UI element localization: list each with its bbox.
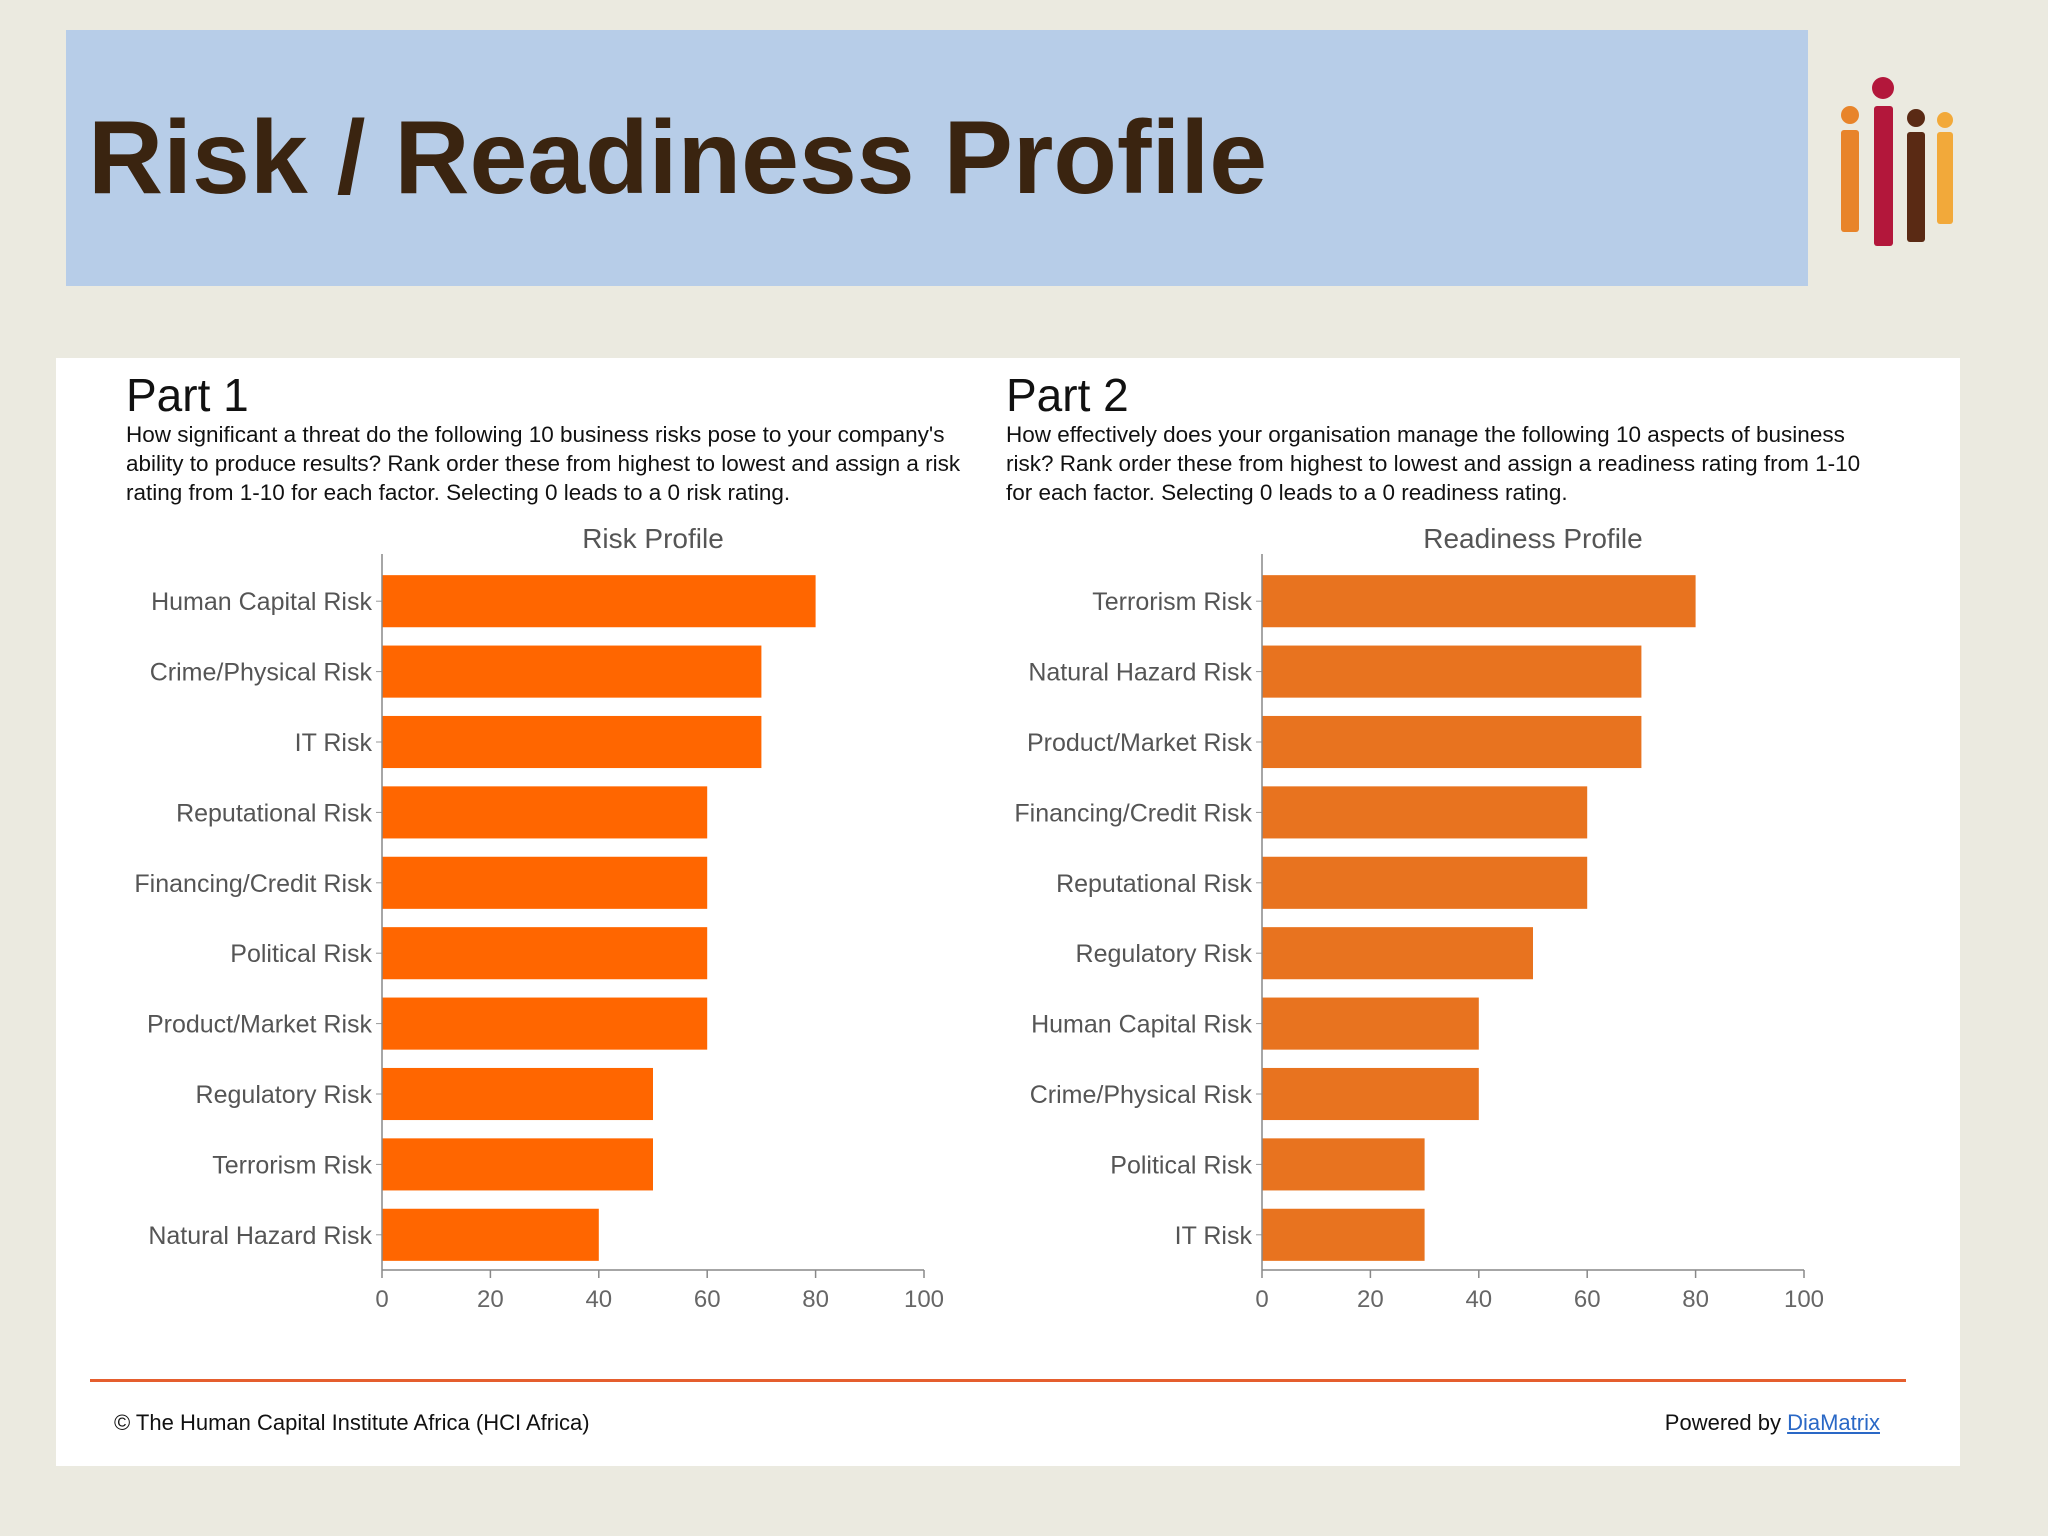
risk-bar-natural-hazard-risk [382, 1208, 599, 1261]
risk-bar-terrorism-risk [382, 1138, 653, 1191]
readiness-profile-chart: Readiness Profile Terrorism Risk Natural H… [1014, 523, 1824, 1313]
readiness-x-tick-label: 100 [1784, 1286, 1824, 1313]
readiness-bar-financing-credit-risk [1262, 786, 1588, 839]
title-banner: Risk / Readiness Profile [66, 30, 1808, 286]
risk-bar-human-capital-risk [382, 575, 816, 628]
readiness-bar-reputational-risk [1262, 856, 1588, 909]
risk-bar-political-risk [382, 927, 708, 980]
readiness-bar-terrorism-risk [1262, 575, 1696, 628]
risk-bar-product-market-risk [382, 997, 708, 1050]
readiness-bar-product-market-risk [1262, 715, 1642, 769]
readiness-category-label: Terrorism Risk [1092, 588, 1252, 616]
risk-x-tick-label: 80 [802, 1286, 829, 1313]
readiness-category-label: Product/Market Risk [1027, 729, 1253, 757]
risk-x-tick-label: 20 [477, 1286, 504, 1313]
risk-category-label: IT Risk [295, 729, 373, 757]
risk-bar-financing-credit-risk [382, 856, 708, 909]
readiness-x-tick-label: 20 [1357, 1286, 1384, 1313]
risk-category-label: Terrorism Risk [212, 1151, 372, 1179]
readiness-category-label: Crime/Physical Risk [1030, 1081, 1253, 1109]
readiness-category-label: Regulatory Risk [1076, 940, 1253, 968]
risk-profile-chart: Risk Profile Human Capital Risk Crime/Phys… [134, 523, 944, 1313]
readiness-category-label: Natural Hazard Risk [1028, 659, 1252, 687]
readiness-category-label: Political Risk [1110, 1151, 1252, 1179]
risk-chart-title: Risk Profile [582, 523, 724, 554]
risk-category-label: Product/Market Risk [147, 1011, 373, 1039]
part-2-heading: Part 2 [1006, 369, 1129, 421]
readiness-x-tick-label: 0 [1255, 1286, 1268, 1313]
readiness-bar-political-risk [1262, 1138, 1425, 1191]
part-1-description: How significant a threat do the followin… [126, 422, 961, 505]
risk-category-label: Financing/Credit Risk [134, 870, 372, 898]
readiness-category-label: IT Risk [1175, 1222, 1253, 1250]
risk-bar-reputational-risk [382, 786, 708, 839]
readiness-x-tick-label: 40 [1465, 1286, 1492, 1313]
part-2-description: How effectively does your organisation m… [1006, 422, 1861, 505]
risk-category-label: Reputational Risk [176, 799, 372, 827]
risk-category-label: Natural Hazard Risk [148, 1222, 372, 1250]
readiness-bar-it-risk [1262, 1208, 1425, 1261]
risk-bar-crime-physical-risk [382, 645, 762, 698]
diamatrix-link[interactable]: DiaMatrix [1787, 1410, 1880, 1435]
risk-x-tick-label: 0 [375, 1286, 388, 1313]
readiness-bar-regulatory-risk [1262, 927, 1533, 980]
readiness-x-tick-label: 60 [1574, 1286, 1601, 1313]
hci-africa-logo [1841, 77, 1953, 246]
footer-divider [90, 1379, 1906, 1382]
readiness-category-label: Human Capital Risk [1031, 1011, 1252, 1039]
risk-x-tick-label: 100 [904, 1286, 944, 1313]
risk-category-label: Crime/Physical Risk [150, 659, 373, 687]
risk-bar-it-risk [382, 715, 762, 769]
report-card: Part 1 How significant a threat do the f… [56, 358, 1960, 1466]
page-title: Risk / Readiness Profile [88, 100, 1268, 216]
readiness-x-tick-label: 80 [1682, 1286, 1709, 1313]
risk-bar-regulatory-risk [382, 1067, 653, 1121]
risk-category-label: Regulatory Risk [196, 1081, 373, 1109]
risk-category-label: Political Risk [230, 940, 372, 968]
footer-copyright: © The Human Capital Institute Africa (HC… [114, 1410, 590, 1435]
readiness-bar-crime-physical-risk [1262, 1067, 1479, 1121]
part-1-heading: Part 1 [126, 369, 249, 421]
risk-x-tick-label: 40 [585, 1286, 612, 1313]
readiness-bar-human-capital-risk [1262, 997, 1479, 1050]
readiness-chart-title: Readiness Profile [1423, 523, 1642, 554]
readiness-category-label: Financing/Credit Risk [1014, 799, 1252, 827]
readiness-bar-natural-hazard-risk [1262, 645, 1642, 698]
readiness-category-label: Reputational Risk [1056, 870, 1252, 898]
risk-category-label: Human Capital Risk [151, 588, 372, 616]
footer-powered-by: Powered by DiaMatrix [1665, 1410, 1880, 1436]
risk-x-tick-label: 60 [694, 1286, 721, 1313]
powered-by-label: Powered by [1664, 1410, 1788, 1435]
